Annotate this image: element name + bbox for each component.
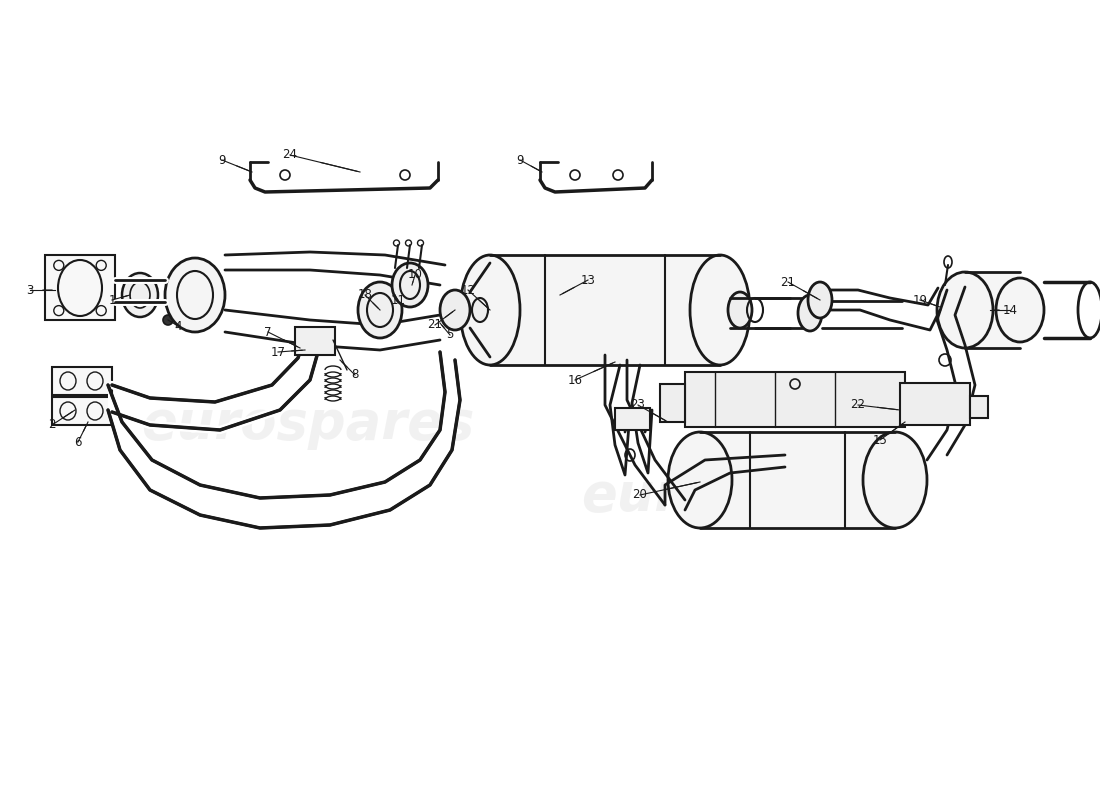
Text: 24: 24 bbox=[283, 149, 297, 162]
Ellipse shape bbox=[808, 282, 832, 318]
Text: 9: 9 bbox=[516, 154, 524, 166]
Ellipse shape bbox=[122, 273, 158, 317]
Bar bbox=[490, 255, 720, 365]
Text: 4: 4 bbox=[174, 319, 182, 333]
Ellipse shape bbox=[668, 432, 732, 528]
Bar bbox=[970, 396, 988, 418]
Text: 16: 16 bbox=[568, 374, 583, 386]
Text: 1: 1 bbox=[108, 294, 115, 306]
Text: 6: 6 bbox=[75, 435, 81, 449]
Polygon shape bbox=[108, 352, 460, 528]
Bar bbox=[52, 397, 112, 425]
Ellipse shape bbox=[728, 292, 752, 328]
Text: 5: 5 bbox=[447, 329, 453, 342]
Text: 18: 18 bbox=[358, 289, 373, 302]
Ellipse shape bbox=[937, 272, 993, 348]
Text: eurospares: eurospares bbox=[581, 470, 915, 522]
Bar bbox=[660, 384, 685, 422]
Text: eurospares: eurospares bbox=[141, 398, 475, 450]
Ellipse shape bbox=[798, 295, 822, 331]
Text: 15: 15 bbox=[872, 434, 888, 446]
Text: 20: 20 bbox=[632, 489, 648, 502]
Ellipse shape bbox=[996, 278, 1044, 342]
Bar bbox=[965, 272, 1020, 348]
Bar bbox=[615, 408, 650, 430]
Ellipse shape bbox=[460, 255, 520, 365]
Bar bbox=[700, 432, 895, 528]
Bar bbox=[900, 383, 970, 425]
Text: 8: 8 bbox=[351, 369, 359, 382]
Text: 13: 13 bbox=[581, 274, 595, 286]
Text: 22: 22 bbox=[850, 398, 866, 411]
Text: 3: 3 bbox=[26, 283, 34, 297]
Text: 23: 23 bbox=[630, 398, 646, 411]
Ellipse shape bbox=[472, 298, 488, 322]
Ellipse shape bbox=[163, 315, 173, 325]
Ellipse shape bbox=[864, 432, 927, 528]
Bar bbox=[52, 367, 112, 395]
Bar bbox=[905, 391, 925, 419]
Bar bbox=[685, 372, 905, 427]
Ellipse shape bbox=[440, 290, 470, 330]
Text: 19: 19 bbox=[913, 294, 927, 306]
Ellipse shape bbox=[392, 263, 428, 307]
Text: 12: 12 bbox=[461, 283, 475, 297]
Text: 2: 2 bbox=[48, 418, 56, 431]
Text: 9: 9 bbox=[218, 154, 226, 166]
Text: 21: 21 bbox=[781, 275, 795, 289]
Ellipse shape bbox=[165, 258, 226, 332]
Text: 7: 7 bbox=[264, 326, 272, 338]
Ellipse shape bbox=[690, 255, 750, 365]
Text: 21: 21 bbox=[428, 318, 442, 331]
Text: 17: 17 bbox=[271, 346, 286, 358]
Text: 10: 10 bbox=[408, 269, 422, 282]
Bar bbox=[295, 327, 336, 355]
Text: 14: 14 bbox=[1002, 303, 1018, 317]
Bar bbox=[45, 255, 116, 320]
Text: 11: 11 bbox=[390, 294, 406, 306]
Ellipse shape bbox=[358, 282, 402, 338]
